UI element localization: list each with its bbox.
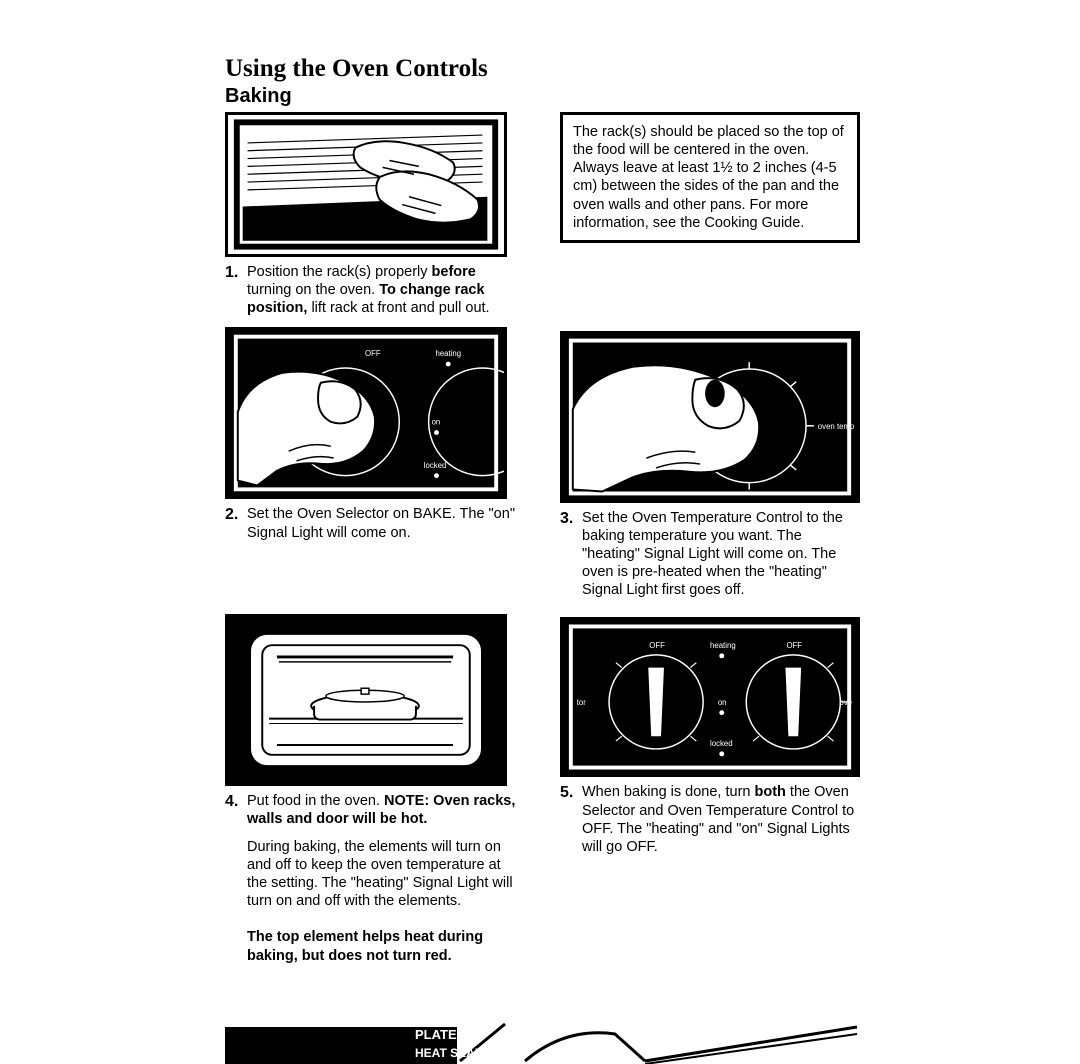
page: Using the Oven Controls Baking bbox=[0, 0, 1080, 965]
step-3: 3. Set the Oven Temperature Control to t… bbox=[560, 509, 860, 600]
svg-text:on: on bbox=[432, 418, 441, 427]
step-body: When baking is done, turn both the Oven … bbox=[582, 783, 860, 856]
step-2: 2. Set the Oven Selector on BAKE. The "o… bbox=[225, 505, 520, 541]
page-subtitle: Baking bbox=[225, 85, 860, 108]
step-body: Position the rack(s) properly before tur… bbox=[247, 263, 520, 317]
step-body: Set the Oven Temperature Control to the … bbox=[582, 509, 860, 600]
step-number: 3. bbox=[560, 509, 582, 600]
svg-text:oven temp: oven temp bbox=[818, 422, 855, 431]
figure-rack-position bbox=[225, 112, 507, 257]
step-number: 4. bbox=[225, 792, 247, 911]
figure-temp-control: oven temp bbox=[560, 331, 860, 503]
svg-text:locked: locked bbox=[710, 739, 733, 748]
svg-text:OFF: OFF bbox=[649, 641, 665, 650]
bottom-cutoff-illustration bbox=[225, 1019, 860, 1064]
figure-oven-selector: OFF heating on locked bbox=[225, 327, 507, 499]
figure-food-in-oven bbox=[225, 614, 507, 786]
heating-label: heating bbox=[435, 350, 461, 359]
left-column: 1. Position the rack(s) properly before … bbox=[225, 112, 520, 965]
heatseal-label: HEAT SEAL bbox=[415, 1046, 482, 1060]
info-box: The rack(s) should be placed so the top … bbox=[560, 112, 860, 243]
svg-text:locked: locked bbox=[424, 461, 447, 470]
right-column: The rack(s) should be placed so the top … bbox=[560, 112, 860, 965]
figure-both-off: OFF heating on locked tor OFF ove bbox=[560, 617, 860, 777]
page-title: Using the Oven Controls bbox=[225, 55, 860, 83]
step-number: 2. bbox=[225, 505, 247, 541]
content-columns: 1. Position the rack(s) properly before … bbox=[225, 112, 860, 965]
svg-text:on: on bbox=[718, 698, 727, 707]
step-body: Set the Oven Selector on BAKE. The "on" … bbox=[247, 505, 520, 541]
svg-text:tor: tor bbox=[577, 698, 587, 707]
step-1: 1. Position the rack(s) properly before … bbox=[225, 263, 520, 317]
off-label: OFF bbox=[365, 350, 381, 359]
bottom-note: The top element helps heat during baking… bbox=[247, 928, 520, 964]
step-number: 1. bbox=[225, 263, 247, 317]
step-5: 5. When baking is done, turn both the Ov… bbox=[560, 783, 860, 856]
svg-text:OFF: OFF bbox=[786, 641, 802, 650]
step-body: Put food in the oven. NOTE: Oven racks, … bbox=[247, 792, 520, 911]
step-number: 5. bbox=[560, 783, 582, 856]
step-4: 4. Put food in the oven. NOTE: Oven rack… bbox=[225, 792, 520, 911]
plate-label: PLATE bbox=[415, 1027, 457, 1042]
svg-text:heating: heating bbox=[710, 641, 736, 650]
